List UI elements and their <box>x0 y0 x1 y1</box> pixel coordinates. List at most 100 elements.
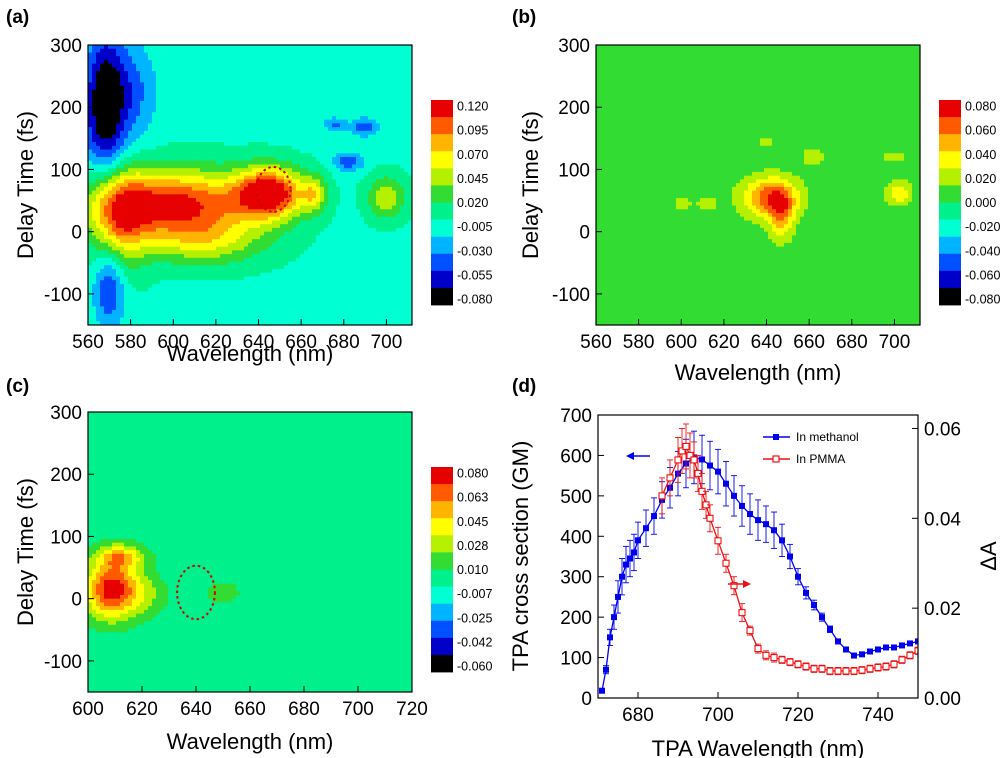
heatmap-cell <box>408 78 412 83</box>
heatmap-cell <box>180 48 185 54</box>
heatmap-cell <box>232 56 237 61</box>
heatmap-cell <box>228 239 233 244</box>
heatmap-cell <box>88 209 93 214</box>
heatmap-cell <box>356 86 361 91</box>
heatmap-cell <box>240 149 245 154</box>
heatmap-cell <box>388 242 393 248</box>
heatmap-cell <box>396 235 401 240</box>
heatmap-cell <box>260 127 265 132</box>
heatmap-cell <box>208 160 213 166</box>
heatmap-cell <box>292 235 297 240</box>
heatmap-cell <box>344 160 349 166</box>
heatmap-cell <box>148 164 153 169</box>
heatmap-cell <box>268 257 273 263</box>
heatmap-cell <box>312 183 317 188</box>
heatmap-cell <box>304 86 309 91</box>
heatmap-cell <box>180 246 185 251</box>
heatmap-cell <box>88 216 93 222</box>
heatmap-cell <box>284 220 289 225</box>
heatmap-cell <box>188 45 193 50</box>
heatmap-cell <box>208 157 213 162</box>
heatmap-cell <box>108 82 113 87</box>
heatmap-cell <box>100 246 105 251</box>
heatmap-cell <box>204 250 209 255</box>
heatmap-cell <box>400 246 405 251</box>
heatmap-cell <box>408 93 412 98</box>
heatmap-cell <box>368 86 373 91</box>
heatmap-cell <box>168 89 173 95</box>
heatmap-cell <box>344 78 349 83</box>
heatmap-cell <box>128 157 133 162</box>
heatmap-cell <box>108 194 113 199</box>
heatmap-cell <box>196 78 201 83</box>
heatmap-cell <box>204 101 209 106</box>
heatmap-cell <box>404 130 409 136</box>
heatmap-cell <box>120 130 125 136</box>
heatmap-cell <box>184 269 189 274</box>
heatmap-cell <box>356 145 361 151</box>
heatmap-cell <box>200 242 205 248</box>
heatmap-cell <box>108 108 113 113</box>
heatmap-cell <box>260 213 265 218</box>
heatmap-cell <box>324 123 329 128</box>
heatmap-cell <box>108 115 113 121</box>
heatmap-cell <box>268 198 273 203</box>
heatmap-cell <box>100 227 105 233</box>
heatmap-cell <box>112 231 117 236</box>
heatmap-cell <box>220 171 225 177</box>
heatmap-cell <box>340 168 345 173</box>
heatmap-cell <box>232 71 237 76</box>
heatmap-cell <box>108 257 113 263</box>
heatmap-cell <box>188 101 193 106</box>
heatmap-cell <box>220 209 225 214</box>
heatmap-cell <box>204 86 209 91</box>
heatmap-cell <box>268 239 273 244</box>
heatmap-cell <box>232 115 237 121</box>
heatmap-cell <box>396 190 401 195</box>
heatmap-cell <box>284 190 289 195</box>
heatmap-cell <box>300 59 305 65</box>
heatmap-cell <box>148 63 153 68</box>
heatmap-cell <box>268 269 273 274</box>
heatmap-cell <box>328 93 333 98</box>
heatmap-cell <box>220 175 225 180</box>
heatmap-cell <box>224 216 229 222</box>
heatmap-cell <box>168 183 173 188</box>
heatmap-cell <box>104 45 109 50</box>
heatmap-cell <box>408 119 412 124</box>
heatmap-cell <box>400 227 405 233</box>
heatmap-cell <box>196 164 201 169</box>
heatmap-cell <box>368 134 373 139</box>
heatmap-cell <box>188 108 193 113</box>
heatmap-cell <box>300 160 305 166</box>
heatmap-cell <box>304 190 309 195</box>
heatmap-cell <box>320 59 325 65</box>
heatmap-cell <box>384 205 389 210</box>
heatmap-cell <box>260 194 265 199</box>
heatmap-cell <box>216 227 221 233</box>
heatmap-cell <box>140 52 145 57</box>
heatmap-cell <box>152 119 157 124</box>
heatmap-cell <box>340 74 345 80</box>
heatmap-cell <box>364 205 369 210</box>
heatmap-cell <box>132 119 137 124</box>
heatmap-cell <box>232 265 237 270</box>
heatmap-cell <box>144 242 149 248</box>
heatmap-cell <box>248 164 253 169</box>
heatmap-cell <box>384 145 389 151</box>
heatmap-cell <box>272 261 277 266</box>
heatmap-cell <box>348 67 353 72</box>
heatmap-cell <box>172 261 177 266</box>
heatmap-cell <box>380 250 385 255</box>
heatmap-cell <box>244 168 249 173</box>
heatmap-cell <box>240 153 245 158</box>
heatmap-cell <box>156 52 161 57</box>
heatmap-cell <box>140 93 145 98</box>
heatmap-cell <box>404 216 409 222</box>
heatmap-cell <box>404 112 409 117</box>
heatmap-cell <box>176 213 181 218</box>
heatmap-cell <box>176 71 181 76</box>
heatmap-cell <box>212 67 217 72</box>
heatmap-cell <box>124 104 129 110</box>
heatmap-cell <box>100 224 105 229</box>
